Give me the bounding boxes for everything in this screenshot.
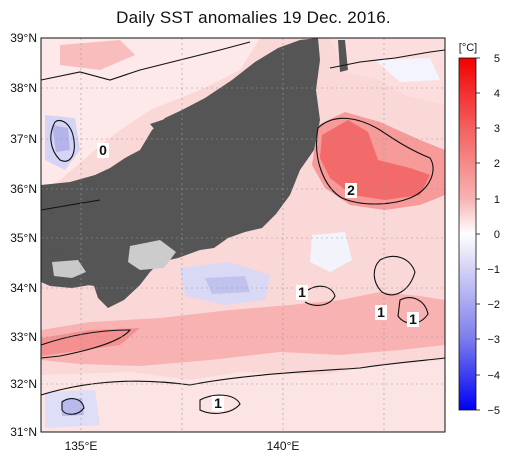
lat-label-38: 38°N: [10, 81, 37, 95]
map-panel: 0 2 1 1 1 1: [41, 38, 445, 432]
colorbar-tick-minus2: −2: [487, 299, 500, 311]
lat-label-37: 37°N: [10, 132, 37, 146]
contour-label-group: 0 2 1 1 1 1: [97, 142, 419, 411]
shikoku-inner-region: [52, 260, 86, 278]
warm-anomaly-core: [320, 120, 430, 200]
lat-label-33: 33°N: [10, 330, 37, 344]
anomaly-contours: [41, 41, 445, 415]
map-frame: [40, 37, 446, 433]
contour-label-1-east-a: 1: [377, 304, 385, 320]
colorbar-tick-3: 3: [494, 123, 500, 135]
colorbar-tick-4: 4: [494, 88, 500, 100]
colorbar-tick-5: 5: [494, 53, 500, 65]
honshu-landmass: [41, 38, 320, 308]
kuroshio-warm-core: [41, 328, 140, 356]
colorbar: [°C] 5 4 3 2 1 0: [458, 42, 500, 417]
colorbar-gradient: [458, 57, 477, 411]
map-title: Daily SST anomalies 19 Dec. 2016.: [116, 8, 391, 27]
lat-label-32: 32°N: [10, 377, 37, 391]
kii-cool-core: [205, 276, 250, 294]
colorbar-tick-marks: [476, 57, 480, 411]
lat-label-31: 31°N: [10, 425, 37, 439]
colorbar-tick-minus5: −5: [487, 405, 500, 417]
contour-label-0: 0: [99, 142, 107, 158]
colorbar-tick-minus4: −4: [487, 370, 500, 382]
southwest-cool-core: [62, 398, 84, 416]
colorbar-tick-0: 0: [494, 229, 500, 241]
colorbar-unit: [°C]: [459, 42, 477, 54]
lon-label-140: 140°E: [267, 439, 300, 453]
colorbar-tick-2: 2: [494, 158, 500, 170]
contour-label-1-south-bg: [212, 396, 224, 411]
longitude-labels: 135°E 140°E: [65, 439, 300, 453]
sado-island: [338, 40, 348, 72]
colorbar-tick-labels: 5 4 3 2 1 0 −1 −2 −3 −4 −5: [487, 53, 500, 417]
lat-label-35: 35°N: [10, 231, 37, 245]
lon-label-135: 135°E: [65, 439, 98, 453]
northeast-neutral-patch: [375, 58, 440, 82]
contour-label-1-east-a-bg: [375, 305, 387, 320]
latitude-labels: 39°N 38°N 37°N 36°N 35°N 34°N 33°N 32°N …: [10, 31, 37, 439]
lake-biwa-region: [128, 240, 176, 270]
colorbar-tick-minus3: −3: [487, 334, 500, 346]
noto-peninsula: [150, 118, 176, 138]
lat-label-39: 39°N: [10, 31, 37, 45]
colorbar-tick-1: 1: [494, 194, 500, 206]
contour-label-1-east-b: 1: [409, 311, 417, 327]
lat-label-36: 36°N: [10, 182, 37, 196]
kuroshio-warm-band: [41, 292, 445, 366]
colorbar-tick-minus1: −1: [487, 264, 500, 276]
lat-label-34: 34°N: [10, 281, 37, 295]
contour-label-2: 2: [347, 182, 355, 198]
contour-label-1-central: 1: [298, 284, 306, 300]
contour-label-1-central-bg: [296, 285, 308, 300]
izu-neutral-pocket: [310, 232, 352, 272]
contour-label-2-bg: [345, 183, 357, 198]
southern-weak-anomaly: [41, 360, 445, 432]
contour-label-0-bg: [97, 143, 109, 158]
graticule: [41, 38, 445, 432]
japan-sea-warm-patch: [60, 40, 135, 70]
contour-label-1-south: 1: [214, 395, 222, 411]
contour-label-1-east-b-bg: [407, 312, 419, 327]
japan-sea-cool-core: [52, 125, 70, 152]
